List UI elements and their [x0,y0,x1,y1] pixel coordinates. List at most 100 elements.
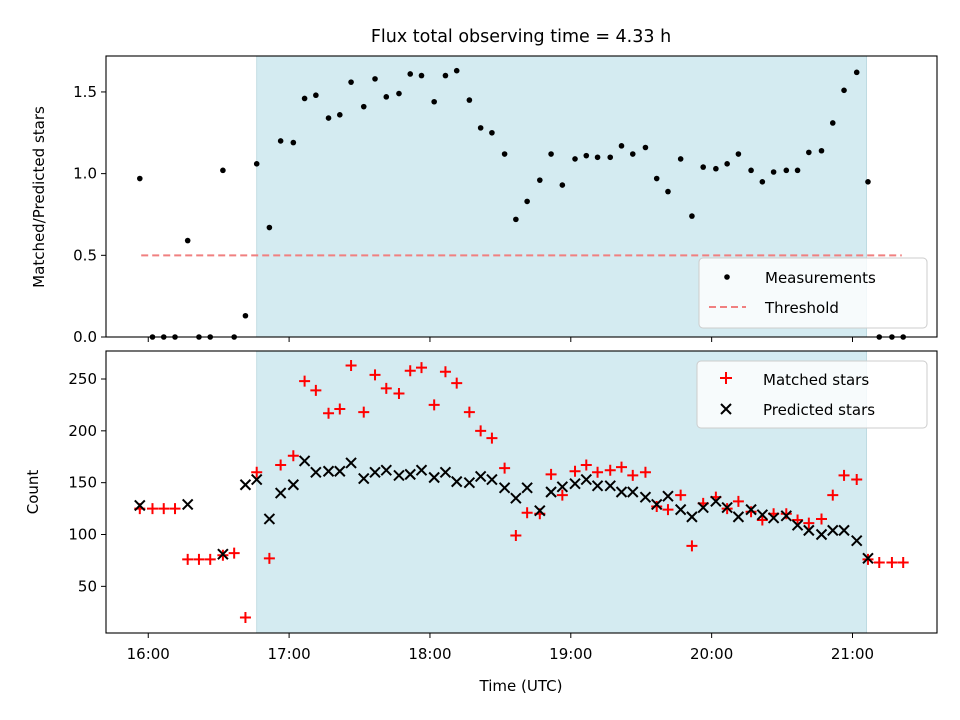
matched-star-point [732,495,744,507]
predicted-star-point [674,503,687,516]
predicted-star-point [322,465,335,477]
measurement-point [572,156,578,162]
measurement-point [220,167,226,174]
predicted-star-point [510,492,522,504]
measurement-point [442,72,449,79]
matched-star-point [323,407,335,419]
bottom-y-axis-ticks: 50 100 150 200 250 [68,370,106,595]
measurement-point [594,154,601,161]
measurement-point [700,164,706,170]
predicted-star-point [250,473,263,486]
matched-star-point [287,450,299,462]
predicted-star-point [556,481,569,493]
x-tick-label: 20:00 [690,645,733,663]
bottom-axes-frame [105,350,938,634]
top-y-tick-label: 1.0 [73,165,97,183]
predicted-star-point [756,509,769,521]
measurement-point [184,237,191,244]
measurement-point [629,151,636,157]
measurement-point [865,178,871,185]
measurement-point [383,94,390,100]
bottom-legend-box [696,360,928,429]
x-axis-label: Time (UTC) [479,677,563,695]
bottom-y-tick-label: 200 [68,422,97,440]
top-legend-box [698,257,928,329]
matched-star-point [873,557,885,568]
bottom-legend: Matched stars Predicted stars [696,360,928,429]
predicted-star-point [263,513,276,525]
measurement-point [477,125,484,131]
predicted-star-point [415,464,428,476]
measurement-point [277,138,284,144]
top-y-tick-label: 1.5 [73,83,97,101]
measurement-point [489,129,495,136]
matched-star-point [463,406,475,418]
matched-star-point [803,517,815,529]
measurement-point [735,151,742,157]
matched-star-point [745,506,757,518]
legend-label-predicted: Predicted stars [763,401,875,419]
predicted-star-point [428,471,440,484]
matched-star-point [792,514,804,526]
matched-star-point [275,459,287,471]
predicted-star-point [851,535,863,547]
predicted-star-point [369,466,381,479]
matched-star-point [169,503,181,515]
measurement-point [653,175,660,182]
top-legend: Measurements Threshold [698,257,928,329]
top-y-axis-label: Matched/Predicted stars [30,106,48,288]
legend-marker-matched [720,372,732,384]
matched-star-point [451,377,463,389]
matched-star-point [510,530,522,542]
predicted-star-point [474,470,487,483]
predicted-star-point [710,495,722,508]
predicted-star-point [862,552,874,565]
measurement-point [290,139,297,146]
measurement-point [266,224,273,231]
predicted-star-point [239,479,252,491]
measurement-point [501,151,508,157]
predicted-star-point [274,487,287,499]
measurement-point [548,151,554,157]
chart-title: Flux total observing time = 4.33 h [371,27,671,47]
measurement-point [431,98,437,105]
matched-star-point [204,553,216,565]
matched-star-point [627,469,639,481]
predicted-star-point [463,476,476,489]
predicted-star-point [580,473,592,486]
measurement-point [759,178,766,185]
matched-star-point [756,514,768,526]
predicted-star-point [721,501,733,514]
x-tick-label: 21:00 [831,645,874,663]
measurement-point [242,312,249,319]
bottom-x-axis-ticks: 16:00 17:00 18:00 19:00 20:00 21:00 [127,633,874,663]
matched-star-point [334,403,346,415]
matched-star-point [146,503,158,515]
matched-star-point [380,382,392,394]
measurement-point [665,188,671,195]
predicted-star-point [604,480,616,492]
legend-label-threshold: Threshold [764,299,839,317]
predicted-star-point [697,501,709,514]
predicted-star-point [534,504,546,517]
x-tick-label: 19:00 [549,645,592,663]
bottom-y-axis-label: Count [24,470,42,515]
matched-star-point [228,547,240,559]
matched-star-point [239,611,251,623]
bottom-y-tick-label: 250 [68,370,97,388]
measurement-point [689,213,695,219]
predicted-star-point [651,498,663,511]
matched-star-point [639,466,651,478]
matched-star-point [404,365,416,377]
predicted-star-point [334,465,346,477]
measurement-point [783,167,790,174]
predicted-star-point [486,473,498,486]
matched-stars-points [134,360,909,623]
measurement-point [453,67,460,74]
predicted-star-point [345,457,357,469]
measurement-point [137,175,143,182]
matched-star-point [251,466,263,478]
top-panel: 0.0 0.5 1.0 1.5 Matched/Predicted stars Mea… [30,55,938,346]
measurement-point [829,120,836,126]
